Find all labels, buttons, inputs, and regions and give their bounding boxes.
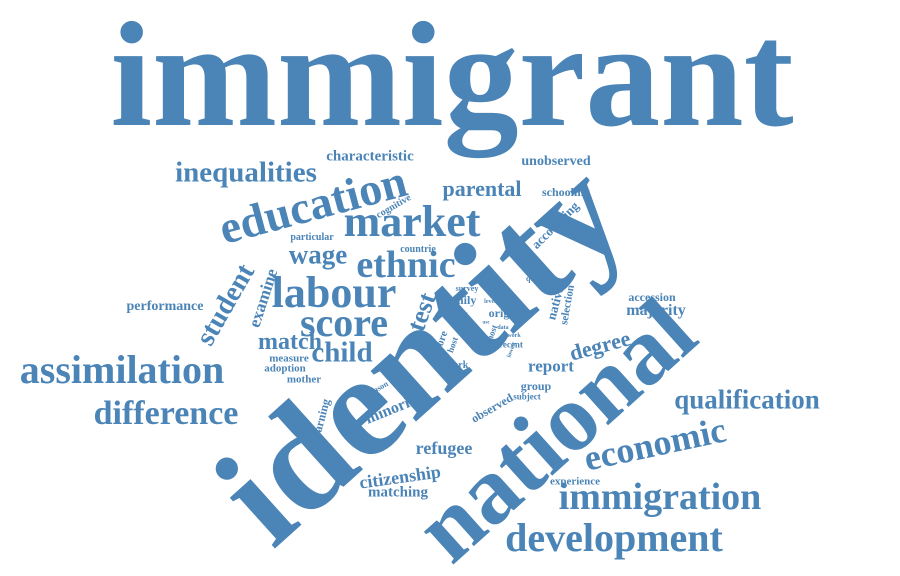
- word-schooling: schooling: [541, 185, 591, 199]
- word-labour: labour: [271, 268, 397, 317]
- word-report: report: [528, 356, 574, 376]
- word-qualification: qualification: [674, 384, 820, 415]
- word-subject: subject: [513, 391, 541, 402]
- word-use: use: [482, 320, 490, 326]
- word-survey: survey: [455, 284, 479, 293]
- word-countrie: countrie: [400, 244, 436, 255]
- word-inequalities: inequalities: [175, 156, 317, 189]
- word-performance: performance: [126, 299, 204, 314]
- word-group: group: [520, 379, 552, 393]
- word-mother: mother: [286, 373, 322, 386]
- word-quality: quality: [525, 274, 551, 283]
- word-immigration: immigration: [558, 476, 762, 518]
- word-development: development: [505, 515, 723, 560]
- word-accession: accession: [628, 290, 676, 304]
- word-difference: difference: [93, 395, 239, 432]
- word-origin: origin: [488, 306, 520, 320]
- word-assimilation: assimilation: [19, 347, 225, 392]
- word-adoption: adoption: [264, 362, 306, 375]
- word-characteristic: characteristic: [326, 148, 414, 165]
- word-ethnic: ethnic: [356, 244, 456, 286]
- word-refugee: refugee: [415, 438, 473, 458]
- word-data: data: [497, 325, 509, 331]
- word-dark: dark: [447, 360, 469, 371]
- word-wage: wage: [288, 239, 348, 270]
- word-level: level: [484, 299, 496, 305]
- word-family: family: [443, 293, 477, 307]
- word-measure: measure: [269, 352, 309, 365]
- word-experience: experience: [549, 475, 601, 488]
- word-unobserved: unobserved: [521, 154, 591, 169]
- word-score: score: [299, 300, 389, 345]
- word-parental: parental: [442, 176, 522, 201]
- word-majority: majority: [626, 302, 686, 319]
- word-work: work: [507, 333, 521, 339]
- word-market: market: [343, 197, 481, 246]
- word-child: child: [311, 336, 373, 369]
- word-recent: recent: [499, 339, 523, 350]
- word-immigrant: immigrant: [110, 0, 794, 158]
- word-matching: matching: [368, 484, 428, 501]
- word-particular: particular: [290, 232, 334, 243]
- word-match: match: [258, 329, 322, 355]
